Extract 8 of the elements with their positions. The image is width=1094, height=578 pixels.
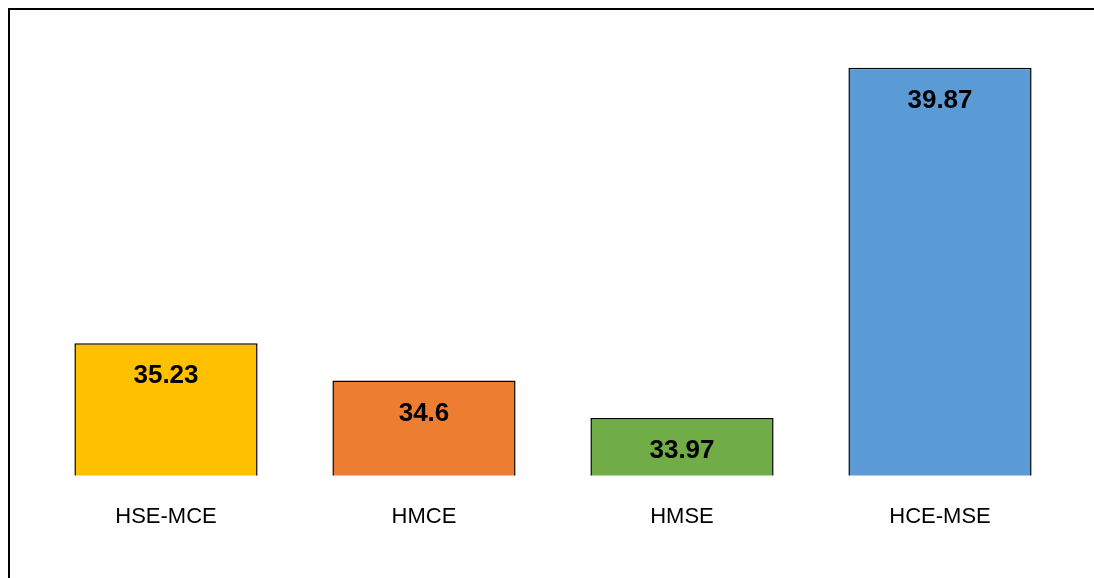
data-label: 33.97 (649, 434, 715, 465)
x-tick-label: HSE-MCE (115, 502, 217, 528)
x-tick-label: HCE-MSE (889, 502, 991, 528)
x-tick-label: HMSE (650, 502, 714, 528)
data-label: 34.6 (398, 396, 450, 427)
data-label: 39.87 (907, 83, 973, 114)
data-label: 35.23 (133, 359, 199, 390)
x-tick-label: HMCE (391, 502, 457, 528)
